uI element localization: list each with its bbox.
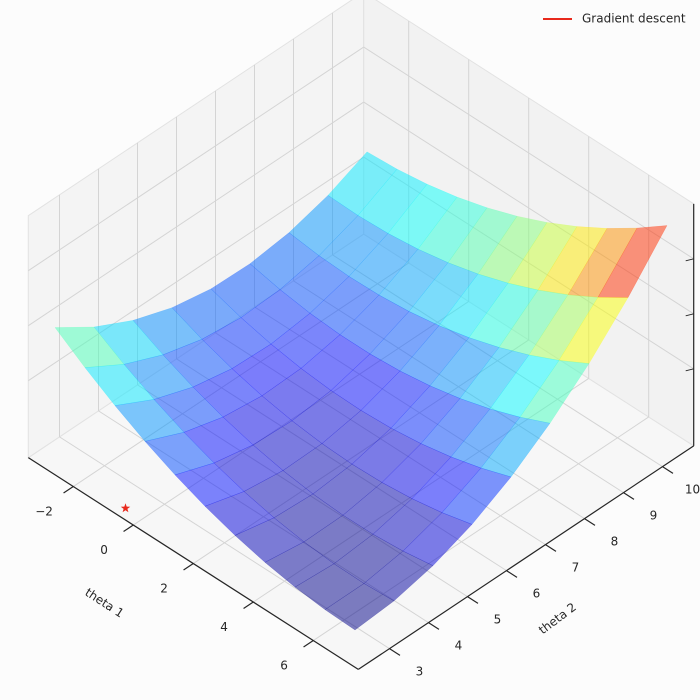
grid-line (363, 101, 694, 315)
z-tick (685, 258, 694, 262)
y-tick (584, 518, 596, 526)
z-tick (685, 313, 694, 317)
y-tick (545, 544, 557, 552)
x-tick-label: 0 (100, 543, 108, 557)
legend-label: Gradient descent (582, 12, 686, 26)
x-tick (183, 563, 194, 571)
x-tick (63, 486, 74, 494)
x-tick-label: 2 (160, 582, 168, 596)
y-tick-label: 5 (494, 612, 502, 626)
y-tick (389, 648, 401, 656)
legend: Gradient descent (543, 12, 686, 26)
grid-line (363, 46, 694, 260)
y-tick-label: 8 (611, 534, 619, 548)
z-tick (685, 368, 694, 372)
x-tick (243, 601, 254, 610)
y-tick-label: 6 (533, 586, 541, 600)
grid-line (28, 101, 364, 327)
y-tick (506, 570, 518, 578)
x-tick-label: 4 (220, 620, 228, 634)
y-tick-label: 3 (416, 664, 424, 678)
x-axis-label: theta 1 (83, 585, 127, 620)
y-tick (467, 596, 479, 604)
y-tick-label: 7 (572, 560, 580, 574)
x-tick-label: −2 (35, 505, 53, 519)
y-tick-label: 9 (650, 508, 658, 522)
x-tick (123, 524, 134, 533)
y-axis-label: theta 2 (536, 600, 579, 637)
y-tick-label: 10 (685, 482, 700, 496)
y-tick-label: 4 (455, 638, 463, 652)
y-axis (357, 445, 695, 670)
y-tick (623, 492, 635, 500)
y-tick (662, 466, 674, 474)
grid-line (28, 46, 364, 272)
y-tick (428, 622, 440, 630)
x-tick-label: 6 (280, 659, 288, 673)
descent-point (120, 503, 131, 513)
surface-patch (363, 550, 434, 602)
surface-patch (597, 225, 668, 298)
x-tick (303, 640, 314, 648)
surface-patch (324, 583, 395, 631)
